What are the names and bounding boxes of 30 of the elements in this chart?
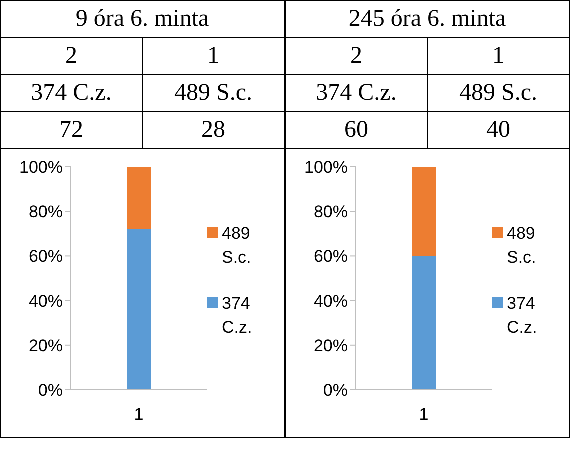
- legend-label: 489 S.c.: [222, 223, 252, 269]
- y-tick-label: 0%: [323, 381, 348, 400]
- text: 1: [142, 38, 284, 74]
- text: 40: [428, 112, 570, 148]
- legend-label: 489 S.c.: [507, 223, 538, 269]
- text: 60: [286, 112, 428, 148]
- text: 1: [428, 38, 570, 74]
- text: 489 S.c.: [174, 80, 252, 106]
- y-tick-label: 60%: [28, 247, 63, 266]
- legend-label: 374 C.z.: [507, 293, 538, 339]
- y-tick-label: 100%: [20, 158, 63, 178]
- text: 374 C.z.: [316, 80, 397, 106]
- text: 72: [0, 112, 142, 148]
- text: 2: [286, 38, 428, 74]
- y-tick-label: 100%: [304, 158, 348, 178]
- text: 2: [0, 38, 142, 74]
- y-tick-label: 20%: [314, 336, 348, 356]
- y-tick-label: 20%: [28, 336, 63, 356]
- chart-title: 9 óra 6. minta: [0, 0, 284, 38]
- legend-label: 374 C.z.: [222, 293, 254, 339]
- text: 489 S.c.: [460, 80, 538, 106]
- y-tick-label: 60%: [314, 247, 348, 266]
- chart-title: 245 óra 6. minta: [286, 0, 570, 38]
- y-tick-label: 40%: [28, 292, 63, 311]
- y-tick-label: 80%: [28, 202, 63, 222]
- text: 374 C.z.: [31, 80, 112, 106]
- y-tick-label: 40%: [314, 292, 348, 311]
- text: 28: [142, 112, 284, 148]
- y-tick-label: 80%: [314, 202, 348, 222]
- y-tick-label: 0%: [38, 381, 63, 400]
